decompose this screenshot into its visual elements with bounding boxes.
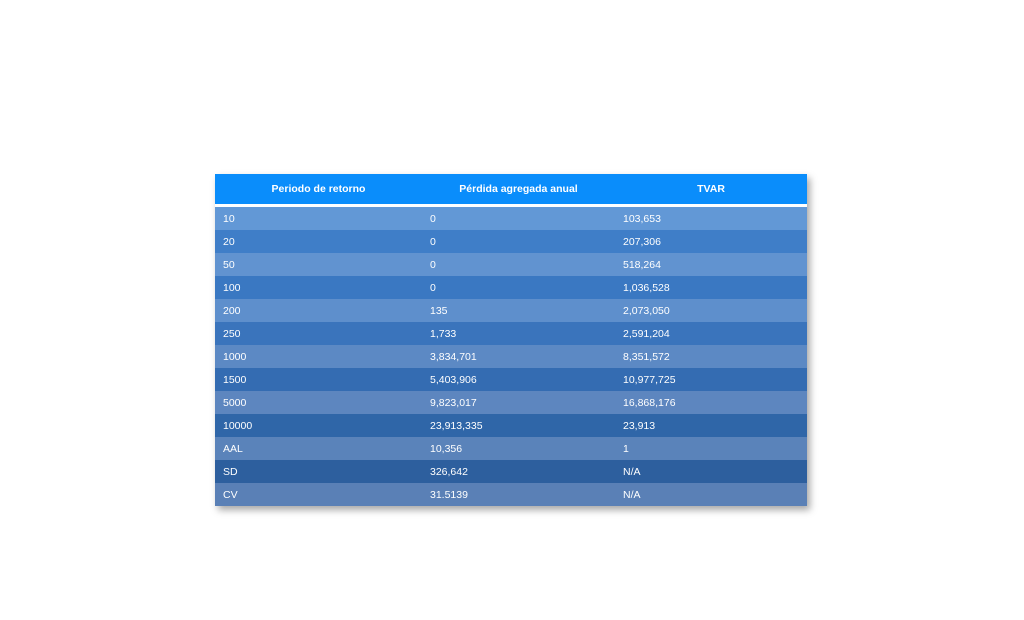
cell-tvar: 8,351,572: [623, 350, 670, 363]
cell-annual-aggregate-loss: 0: [430, 281, 436, 294]
cell-annual-aggregate-loss: 135: [430, 304, 448, 317]
cell-return-period: 5000: [223, 396, 247, 409]
cell-return-period: 20: [223, 235, 235, 248]
table-row: SD 326,642 N/A: [215, 460, 807, 483]
cell-annual-aggregate-loss: 23,913,335: [430, 419, 483, 432]
cell-return-period: CV: [223, 488, 238, 501]
table-row: 100 0 1,036,528: [215, 276, 807, 299]
table-row: 50 0 518,264: [215, 253, 807, 276]
table-row: 1500 5,403,906 10,977,725: [215, 368, 807, 391]
cell-return-period: SD: [223, 465, 238, 478]
table-body: 10 0 103,653 20 0 207,306 50 0 518,264 100 0 1,036,…: [215, 205, 807, 506]
cell-tvar: 1,036,528: [623, 281, 670, 294]
cell-return-period: 1500: [223, 373, 247, 386]
cell-annual-aggregate-loss: 1,733: [430, 327, 457, 340]
table-row: 10 0 103,653: [215, 205, 807, 230]
cell-tvar: 1: [623, 442, 629, 455]
table-row: 10000 23,913,335 23,913: [215, 414, 807, 437]
cell-tvar: 2,073,050: [623, 304, 670, 317]
cell-annual-aggregate-loss: 10,356: [430, 442, 463, 455]
cell-return-period: 50: [223, 258, 235, 271]
header-row: Periodo de retorno Pérdida agregada anua…: [215, 174, 807, 207]
cell-annual-aggregate-loss: 0: [430, 258, 436, 271]
cell-tvar: 10,977,725: [623, 373, 676, 386]
cell-annual-aggregate-loss: 3,834,701: [430, 350, 477, 363]
cell-tvar: 23,913: [623, 419, 656, 432]
cell-tvar: 207,306: [623, 235, 661, 248]
cell-return-period: 200: [223, 304, 241, 317]
cell-annual-aggregate-loss: 5,403,906: [430, 373, 477, 386]
results-table-container: Periodo de retorno Pérdida agregada anua…: [215, 174, 807, 506]
header-tvar: TVAR: [615, 174, 807, 207]
table-row: CV 31.5139 N/A: [215, 483, 807, 506]
cell-tvar: N/A: [623, 488, 641, 501]
cell-return-period: 10000: [223, 419, 253, 432]
cell-annual-aggregate-loss: 326,642: [430, 465, 468, 478]
results-table: Periodo de retorno Pérdida agregada anua…: [215, 174, 807, 506]
table-row: 20 0 207,306: [215, 230, 807, 253]
cell-tvar: 16,868,176: [623, 396, 676, 409]
cell-annual-aggregate-loss: 0: [430, 235, 436, 248]
table-row: 5000 9,823,017 16,868,176: [215, 391, 807, 414]
cell-annual-aggregate-loss: 9,823,017: [430, 396, 477, 409]
table-row: 200 135 2,073,050: [215, 299, 807, 322]
table-row: 250 1,733 2,591,204: [215, 322, 807, 345]
cell-tvar: 103,653: [623, 212, 661, 225]
header-return-period: Periodo de retorno: [215, 174, 422, 207]
cell-annual-aggregate-loss: 0: [430, 212, 436, 225]
header-annual-aggregate-loss: Pérdida agregada anual: [422, 174, 615, 207]
cell-return-period: 250: [223, 327, 241, 340]
cell-return-period: 100: [223, 281, 241, 294]
cell-tvar: 518,264: [623, 258, 661, 271]
cell-return-period: 10: [223, 212, 235, 225]
table-row: 1000 3,834,701 8,351,572: [215, 345, 807, 368]
cell-annual-aggregate-loss: 31.5139: [430, 488, 468, 501]
cell-return-period: 1000: [223, 350, 247, 363]
cell-return-period: AAL: [223, 442, 243, 455]
cell-tvar: 2,591,204: [623, 327, 670, 340]
table-header: Periodo de retorno Pérdida agregada anua…: [215, 174, 807, 207]
cell-tvar: N/A: [623, 465, 641, 478]
table-row: AAL 10,356 1: [215, 437, 807, 460]
